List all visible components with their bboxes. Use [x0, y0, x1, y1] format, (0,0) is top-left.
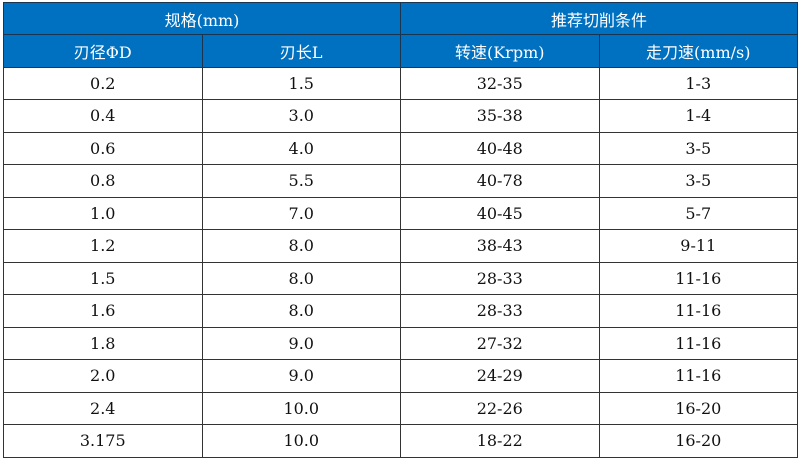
cell-diameter: 0.2	[3, 66, 203, 100]
cell-speed: 40-45	[400, 196, 600, 230]
cell-diameter: 1.6	[3, 294, 203, 328]
cell-diameter: 3.175	[3, 424, 203, 458]
cell-length: 9.0	[201, 359, 401, 393]
table-row: 1.6 8.0 28-33 11-16	[3, 294, 798, 328]
cell-speed: 40-78	[400, 164, 600, 198]
cell-diameter: 2.4	[3, 391, 203, 425]
cutting-parameters-table: 规格(mm) 推荐切削条件 刃径ΦD 刃长L 转速(Krpm) 走刀速(mm/s…	[3, 2, 798, 458]
cell-diameter: 2.0	[3, 359, 203, 393]
cell-speed: 40-48	[400, 131, 600, 165]
cell-feed: 16-20	[598, 391, 798, 425]
table-row: 2.4 10.0 22-26 16-20	[3, 391, 798, 425]
cell-length: 8.0	[201, 261, 401, 295]
header-spec-group: 规格(mm)	[3, 2, 401, 35]
header-feed: 走刀速(mm/s)	[598, 34, 798, 68]
table-row: 2.0 9.0 24-29 11-16	[3, 359, 798, 393]
cell-speed: 22-26	[400, 391, 600, 425]
cell-feed: 3-5	[598, 131, 798, 165]
cell-speed: 18-22	[400, 424, 600, 458]
table-row: 0.2 1.5 32-35 1-3	[3, 66, 798, 100]
cell-feed: 1-4	[598, 99, 798, 133]
cell-length: 1.5	[201, 66, 401, 100]
header-length: 刃长L	[201, 34, 401, 68]
cell-speed: 38-43	[400, 229, 600, 263]
cell-length: 7.0	[201, 196, 401, 230]
cell-speed: 32-35	[400, 66, 600, 100]
table-row: 3.175 10.0 18-22 16-20	[3, 424, 798, 458]
cell-length: 10.0	[201, 391, 401, 425]
table-row: 1.5 8.0 28-33 11-16	[3, 261, 798, 295]
table-row: 1.0 7.0 40-45 5-7	[3, 196, 798, 230]
cell-speed: 35-38	[400, 99, 600, 133]
table-row: 0.8 5.5 40-78 3-5	[3, 164, 798, 198]
cell-feed: 11-16	[598, 261, 798, 295]
cell-diameter: 0.6	[3, 131, 203, 165]
header-column-row: 刃径ΦD 刃长L 转速(Krpm) 走刀速(mm/s)	[3, 34, 798, 68]
cell-diameter: 0.4	[3, 99, 203, 133]
table-row: 1.2 8.0 38-43 9-11	[3, 229, 798, 263]
cell-diameter: 0.8	[3, 164, 203, 198]
cell-length: 3.0	[201, 99, 401, 133]
cell-diameter: 1.5	[3, 261, 203, 295]
cell-feed: 11-16	[598, 294, 798, 328]
cell-diameter: 1.0	[3, 196, 203, 230]
cell-length: 8.0	[201, 229, 401, 263]
header-cutting-group: 推荐切削条件	[400, 2, 798, 35]
cell-speed: 28-33	[400, 294, 600, 328]
cell-length: 5.5	[201, 164, 401, 198]
cell-speed: 28-33	[400, 261, 600, 295]
cell-feed: 11-16	[598, 326, 798, 360]
table-row: 1.8 9.0 27-32 11-16	[3, 326, 798, 360]
table-row: 0.6 4.0 40-48 3-5	[3, 131, 798, 165]
cell-feed: 11-16	[598, 359, 798, 393]
cell-feed: 1-3	[598, 66, 798, 100]
cell-length: 9.0	[201, 326, 401, 360]
table-row: 0.4 3.0 35-38 1-4	[3, 99, 798, 133]
cell-feed: 3-5	[598, 164, 798, 198]
cell-feed: 16-20	[598, 424, 798, 458]
cell-diameter: 1.8	[3, 326, 203, 360]
cell-feed: 5-7	[598, 196, 798, 230]
cell-diameter: 1.2	[3, 229, 203, 263]
cell-length: 10.0	[201, 424, 401, 458]
cell-speed: 24-29	[400, 359, 600, 393]
cell-length: 4.0	[201, 131, 401, 165]
cell-feed: 9-11	[598, 229, 798, 263]
header-speed: 转速(Krpm)	[400, 34, 600, 68]
cell-speed: 27-32	[400, 326, 600, 360]
header-diameter: 刃径ΦD	[3, 34, 203, 68]
header-group-row: 规格(mm) 推荐切削条件	[3, 2, 798, 35]
cell-length: 8.0	[201, 294, 401, 328]
